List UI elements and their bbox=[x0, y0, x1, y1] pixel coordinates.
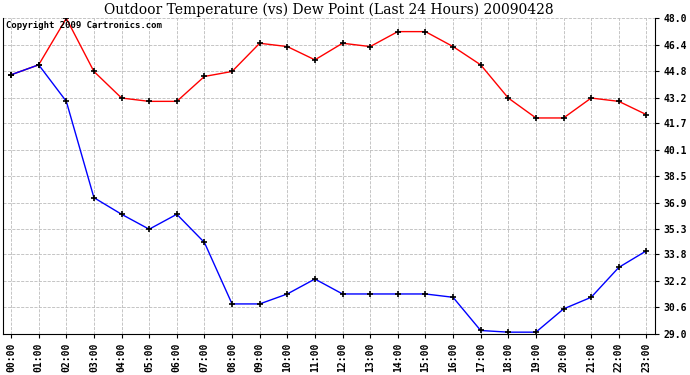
Title: Outdoor Temperature (vs) Dew Point (Last 24 Hours) 20090428: Outdoor Temperature (vs) Dew Point (Last… bbox=[104, 3, 553, 17]
Text: Copyright 2009 Cartronics.com: Copyright 2009 Cartronics.com bbox=[6, 21, 162, 30]
